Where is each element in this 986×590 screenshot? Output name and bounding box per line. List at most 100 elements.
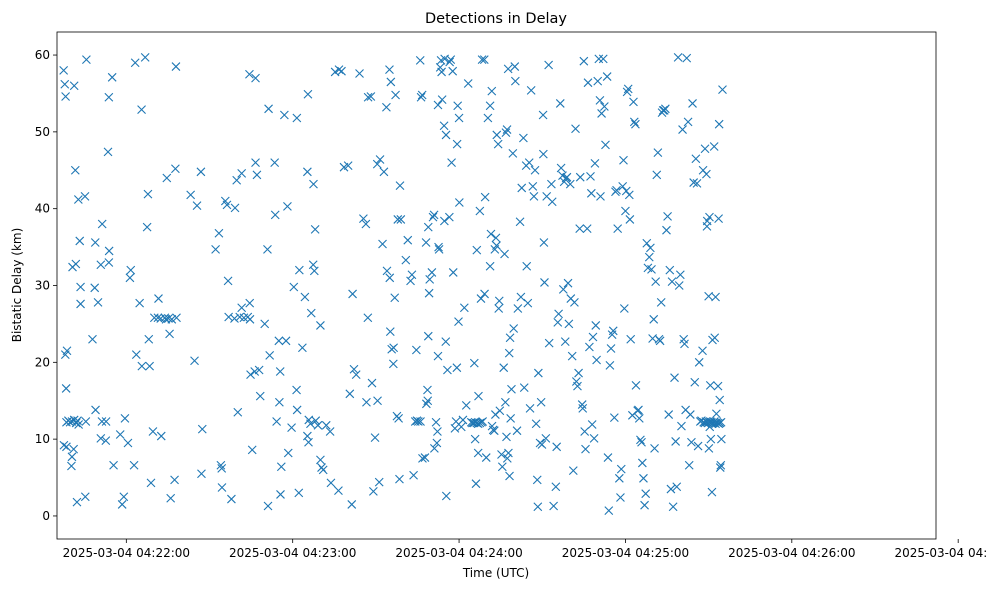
- data-point: [349, 364, 359, 374]
- data-point: [222, 200, 232, 210]
- data-point: [71, 418, 81, 428]
- data-point: [368, 486, 378, 496]
- data-point: [104, 92, 114, 102]
- data-point: [605, 361, 615, 370]
- data-point: [564, 319, 574, 329]
- data-point: [533, 502, 543, 512]
- data-point: [563, 278, 573, 288]
- data-point: [321, 420, 331, 430]
- x-tick-label: 2025-03-04 04:22:00: [63, 546, 190, 560]
- data-point: [573, 381, 582, 391]
- data-point: [571, 124, 580, 134]
- data-point: [582, 224, 592, 234]
- data-point: [90, 238, 100, 247]
- x-tick-label: 2025-03-04 04:26:00: [728, 546, 855, 560]
- plot-area: [56, 31, 937, 540]
- data-point: [621, 206, 630, 216]
- data-point: [391, 90, 400, 100]
- data-point: [287, 423, 296, 433]
- data-point: [130, 58, 140, 68]
- data-point: [504, 448, 513, 458]
- data-point: [623, 84, 633, 94]
- data-point: [196, 167, 206, 177]
- data-point: [68, 262, 77, 272]
- data-point: [517, 183, 527, 193]
- data-point: [343, 161, 353, 171]
- data-point: [59, 440, 69, 450]
- data-point: [705, 380, 715, 390]
- data-point: [625, 215, 635, 224]
- data-point: [304, 437, 313, 447]
- data-point: [493, 139, 503, 149]
- data-point: [502, 125, 512, 134]
- data-point: [634, 405, 643, 415]
- data-point: [413, 417, 423, 426]
- y-tick-label: 10: [35, 432, 50, 446]
- data-point: [441, 337, 451, 346]
- data-point: [621, 186, 631, 196]
- data-point: [359, 214, 368, 224]
- data-point: [655, 336, 665, 346]
- data-point: [265, 351, 275, 360]
- data-point: [562, 172, 572, 182]
- data-point: [489, 426, 499, 436]
- data-point: [673, 52, 683, 62]
- data-point: [73, 195, 83, 204]
- data-point: [700, 144, 710, 154]
- data-point: [526, 85, 536, 95]
- data-point: [423, 385, 432, 395]
- data-point: [680, 339, 689, 349]
- data-point: [713, 381, 723, 391]
- data-point: [263, 245, 272, 254]
- data-point: [547, 197, 557, 207]
- data-point: [502, 453, 512, 463]
- data-point: [448, 66, 458, 76]
- data-point: [334, 486, 343, 495]
- data-point: [716, 417, 726, 427]
- data-point: [104, 258, 114, 267]
- data-point: [251, 158, 260, 167]
- data-point: [710, 333, 720, 343]
- data-point: [361, 219, 371, 229]
- data-point: [470, 434, 480, 444]
- y-tick-label: 0: [42, 509, 50, 523]
- data-point: [492, 130, 502, 140]
- data-point: [479, 55, 489, 65]
- data-point: [646, 243, 655, 253]
- data-point: [355, 69, 364, 78]
- data-point: [276, 490, 285, 499]
- data-point: [619, 304, 629, 313]
- data-point: [694, 357, 704, 367]
- data-point: [82, 55, 91, 65]
- data-point: [491, 233, 501, 243]
- data-point: [421, 399, 431, 409]
- data-point: [337, 66, 346, 76]
- data-point: [537, 440, 547, 449]
- data-point: [663, 211, 672, 221]
- data-point: [622, 87, 632, 97]
- data-point: [80, 192, 90, 201]
- data-point: [423, 331, 433, 341]
- data-point: [120, 414, 130, 423]
- data-point: [538, 110, 548, 120]
- data-point: [494, 296, 504, 306]
- data-point: [91, 405, 100, 415]
- data-point: [93, 298, 103, 307]
- data-point: [251, 73, 260, 83]
- data-point: [606, 344, 616, 353]
- data-point: [393, 215, 403, 224]
- data-point: [325, 427, 335, 436]
- data-point: [640, 500, 649, 510]
- data-point: [716, 460, 726, 470]
- data-point: [424, 288, 434, 298]
- data-point: [224, 312, 234, 322]
- data-point: [363, 313, 373, 323]
- data-point: [279, 110, 289, 120]
- data-point: [403, 235, 413, 245]
- data-point: [445, 57, 455, 67]
- data-point: [197, 424, 207, 434]
- data-point: [503, 64, 513, 74]
- data-point: [570, 298, 579, 307]
- data-point: [596, 192, 605, 201]
- data-point: [647, 264, 656, 274]
